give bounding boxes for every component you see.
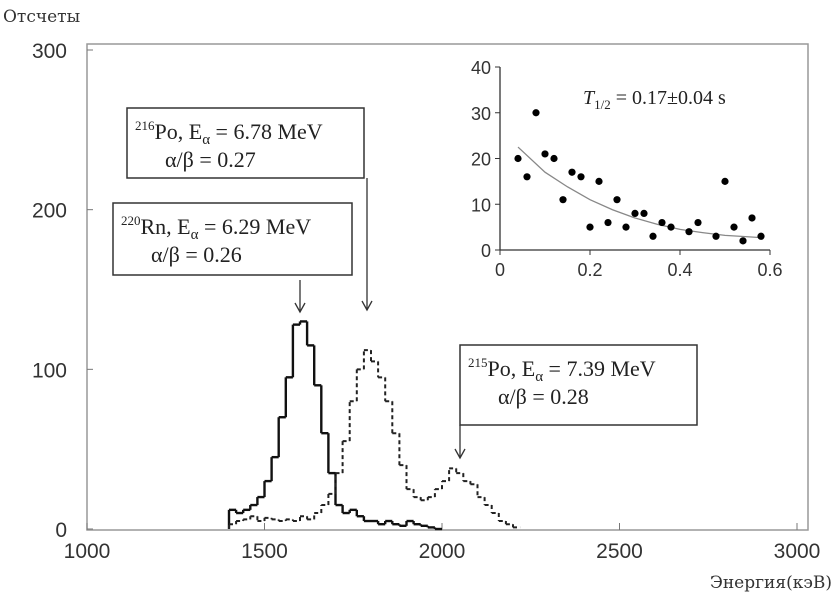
arrow-head xyxy=(361,300,373,312)
half-life-symbol: T xyxy=(583,87,596,109)
y-tick-label: 300 xyxy=(32,40,67,63)
data-point xyxy=(559,196,567,204)
inset-x-tick-label: 0.4 xyxy=(667,260,692,280)
inset-x-tick-label: 0.6 xyxy=(757,260,782,280)
y-axis-label: Отсчеты xyxy=(3,7,80,27)
inset-y-tick-label: 40 xyxy=(471,58,491,78)
annotation-line: 220Rn, Eα = 6.29 MeV xyxy=(121,213,311,243)
annotation-ratio: α/β = 0.27 xyxy=(165,147,256,172)
inset-y-tick-label: 20 xyxy=(471,150,491,170)
isotope-mass: 220 xyxy=(121,213,141,228)
x-axis-label: Энергия(кэВ) xyxy=(710,573,832,593)
energy-subscript: α xyxy=(191,227,199,243)
annotation-box xyxy=(112,202,353,276)
inset-y-tick-label: 30 xyxy=(471,104,491,124)
data-point xyxy=(658,218,666,227)
y-tick-label: 0 xyxy=(55,519,67,542)
data-point xyxy=(721,177,729,185)
energy-value: = 6.78 MeV xyxy=(210,119,323,144)
data-point xyxy=(613,196,621,204)
inset-background xyxy=(478,55,803,285)
inset-y-tick-label: 0 xyxy=(481,241,491,261)
data-point xyxy=(667,223,675,231)
data-point xyxy=(523,173,531,181)
x-tick-label: 3000 xyxy=(774,540,821,563)
data-point xyxy=(595,177,603,185)
energy-subscript: α xyxy=(535,369,543,385)
annotation-ratio: α/β = 0.26 xyxy=(151,242,242,267)
x-tick-label: 2000 xyxy=(419,540,466,563)
x-tick-label: 2500 xyxy=(596,540,643,563)
data-point xyxy=(694,218,702,227)
data-point xyxy=(541,150,549,158)
plot-frame xyxy=(86,43,809,531)
data-point xyxy=(640,209,648,217)
energy-value: = 7.39 MeV xyxy=(543,356,656,381)
annotation-box xyxy=(459,344,698,426)
data-point xyxy=(748,214,756,222)
y-tick-label: 100 xyxy=(32,359,67,382)
arrow-head xyxy=(454,448,466,460)
half-life-label: T1/2 = 0.17±0.04 s xyxy=(583,87,726,112)
energy-value: = 6.29 MeV xyxy=(198,214,311,239)
data-point xyxy=(586,223,594,231)
fit-curve xyxy=(517,146,762,239)
annotation-line: 216Po, Eα = 6.78 MeV xyxy=(135,118,323,148)
data-point xyxy=(604,218,612,227)
data-point xyxy=(622,223,630,231)
half-life-value: = 0.17±0.04 s xyxy=(611,87,726,109)
data-point xyxy=(739,237,747,245)
x-tick-label: 1000 xyxy=(64,540,111,563)
isotope-mass: 215 xyxy=(468,355,488,370)
inset-x-tick-label: 0 xyxy=(495,260,505,280)
data-point xyxy=(514,154,522,163)
annotation-ratio: α/β = 0.28 xyxy=(498,384,589,409)
y-tick-label: 200 xyxy=(32,200,67,223)
data-point xyxy=(550,154,558,163)
data-point xyxy=(712,232,720,240)
isotope-mass: 216 xyxy=(135,118,155,133)
inset-y-tick-label: 10 xyxy=(471,195,491,215)
isotope-element: Rn, E xyxy=(141,214,191,239)
data-point xyxy=(577,173,585,181)
half-life-subscript: 1/2 xyxy=(594,97,611,112)
data-point xyxy=(568,168,576,176)
isotope-element: Po, E xyxy=(155,119,203,144)
arrow-head xyxy=(294,302,306,314)
data-point xyxy=(730,223,738,231)
energy-subscript: α xyxy=(202,132,210,148)
isotope-element: Po, E xyxy=(488,356,536,381)
data-point xyxy=(649,232,657,240)
data-point xyxy=(631,209,639,217)
data-point xyxy=(757,232,765,240)
data-point xyxy=(685,228,693,236)
x-tick-label: 1500 xyxy=(241,540,288,563)
annotation-box xyxy=(126,107,365,179)
data-point xyxy=(532,109,540,117)
annotation-line: 215Po, Eα = 7.39 MeV xyxy=(468,355,656,385)
inset-x-tick-label: 0.2 xyxy=(577,260,602,280)
